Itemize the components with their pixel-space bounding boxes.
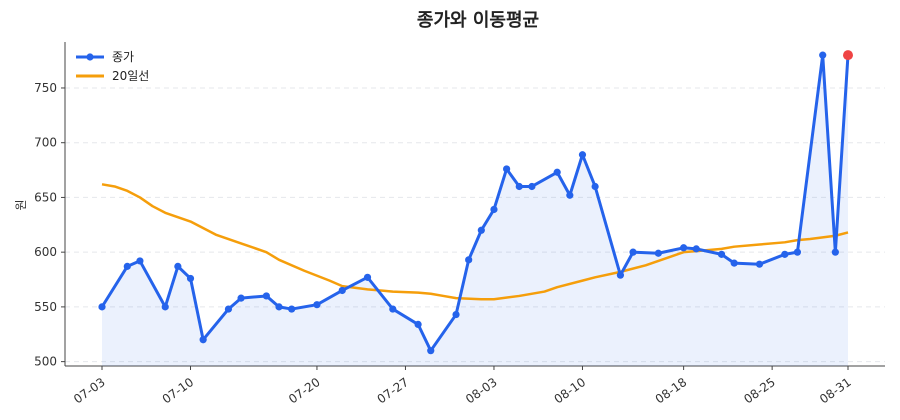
close-point xyxy=(199,336,207,344)
close-point xyxy=(730,259,738,267)
y-tick-label: 600 xyxy=(34,245,57,259)
close-point xyxy=(237,294,245,302)
axes xyxy=(64,42,885,367)
legend-close-label: 종가 xyxy=(112,50,134,64)
y-tick-label: 550 xyxy=(34,300,57,314)
close-point xyxy=(414,320,422,329)
x-tick-label: 08-10 xyxy=(552,375,589,406)
close-point xyxy=(275,303,283,311)
x-tick-label: 07-10 xyxy=(160,375,197,406)
close-point xyxy=(717,250,726,258)
close-point xyxy=(503,165,511,173)
close-point xyxy=(755,260,764,268)
legend: 종가 20일선 xyxy=(76,50,149,83)
close-point xyxy=(98,303,106,311)
close-point xyxy=(123,262,131,270)
close-point xyxy=(389,305,397,313)
close-point xyxy=(793,248,802,256)
close-point xyxy=(553,168,561,176)
highlight-point xyxy=(843,50,853,61)
x-tick-label: 08-31 xyxy=(817,375,854,406)
close-point xyxy=(566,191,574,199)
close-point xyxy=(490,205,498,214)
x-tick-label: 08-18 xyxy=(653,375,690,406)
y-axis-label: 원 xyxy=(14,199,28,210)
x-tick-label: 07-20 xyxy=(286,375,323,406)
close-point xyxy=(629,248,637,256)
close-point xyxy=(224,305,233,313)
close-point xyxy=(831,248,839,256)
close-point xyxy=(515,182,523,191)
y-tick-label: 650 xyxy=(34,190,57,204)
chart-title: 종가와 이동평균 xyxy=(417,10,539,31)
close-point xyxy=(591,182,599,191)
y-tick-label: 500 xyxy=(34,355,57,369)
close-point xyxy=(465,256,473,264)
x-tick-label: 08-25 xyxy=(741,375,778,406)
close-point xyxy=(477,226,485,234)
ma20-line xyxy=(101,183,849,301)
x-tick-label: 08-03 xyxy=(463,375,500,406)
series xyxy=(98,50,853,367)
close-point xyxy=(819,51,827,59)
close-point xyxy=(427,347,435,355)
close-point xyxy=(288,305,296,313)
close-point xyxy=(186,274,195,283)
close-point xyxy=(338,286,346,295)
close-point xyxy=(692,245,700,253)
close-point xyxy=(363,273,372,281)
close-point xyxy=(262,292,270,300)
close-point xyxy=(781,250,789,258)
close-point xyxy=(161,303,169,311)
close-point xyxy=(313,301,321,309)
close-point xyxy=(654,249,662,257)
x-tick-label: 07-03 xyxy=(71,375,108,406)
y-tick-label: 700 xyxy=(34,136,57,150)
close-point xyxy=(452,310,460,319)
y-tick-label: 750 xyxy=(34,81,57,95)
y-ticks: 500 550 600 650 700 750 xyxy=(34,81,65,369)
legend-ma20-label: 20일선 xyxy=(112,69,149,83)
close-point xyxy=(136,257,144,265)
legend-close-marker xyxy=(86,53,94,61)
close-area xyxy=(102,55,848,367)
x-tick-label: 07-27 xyxy=(375,375,412,406)
close-point xyxy=(680,244,688,252)
close-point xyxy=(578,151,587,159)
x-ticks: 07-03 07-10 07-20 07-27 08-03 08-10 08-18 08-25… xyxy=(71,366,854,406)
grid xyxy=(65,87,885,363)
close-point xyxy=(528,182,536,191)
close-point xyxy=(174,262,182,270)
close-point xyxy=(616,271,625,279)
